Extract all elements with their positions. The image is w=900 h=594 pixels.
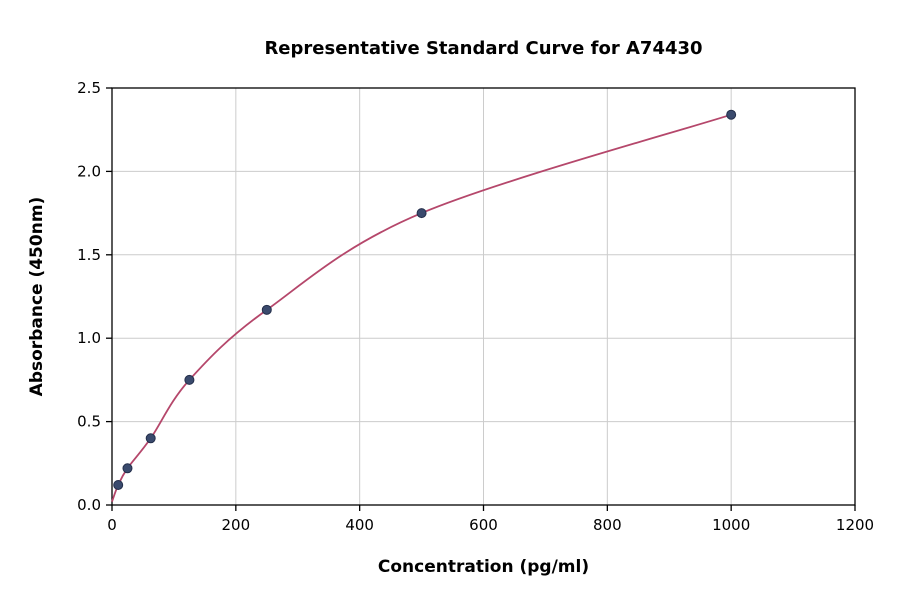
data-point xyxy=(416,208,427,219)
axes-layer xyxy=(106,87,856,511)
data-point xyxy=(113,479,124,490)
x-tick-label: 1200 xyxy=(836,516,874,534)
x-tick-label: 1000 xyxy=(712,516,750,534)
y-tick-label: 0.5 xyxy=(77,413,101,431)
x-tick-label: 600 xyxy=(469,516,498,534)
y-tick-label: 0.0 xyxy=(77,496,101,514)
chart-title: Representative Standard Curve for A74430 xyxy=(264,38,702,59)
data-point xyxy=(122,463,133,474)
x-axis-label: Concentration (pg/ml) xyxy=(378,557,589,577)
tick-label-layer: 0 200 400 600 800 1000 1200 0.0 0.5 1.0 1.5 2.0 2.5 xyxy=(77,79,874,534)
y-tick-label: 2.5 xyxy=(77,79,101,97)
data-point xyxy=(726,109,737,120)
x-tick-label: 0 xyxy=(107,516,117,534)
x-tick-label: 400 xyxy=(345,516,374,534)
series-layer xyxy=(111,109,737,502)
data-point xyxy=(261,304,272,315)
grid-layer xyxy=(111,87,856,506)
y-axis-label: Absorbance (450nm) xyxy=(27,197,47,397)
x-tick-label: 800 xyxy=(593,516,622,534)
fit-curve xyxy=(111,113,732,502)
data-point xyxy=(145,433,156,444)
y-tick-label: 1.0 xyxy=(77,329,101,347)
y-tick-label: 2.0 xyxy=(77,162,101,180)
data-point xyxy=(184,374,195,385)
y-tick-label: 1.5 xyxy=(77,246,101,264)
x-tick-label: 200 xyxy=(222,516,251,534)
